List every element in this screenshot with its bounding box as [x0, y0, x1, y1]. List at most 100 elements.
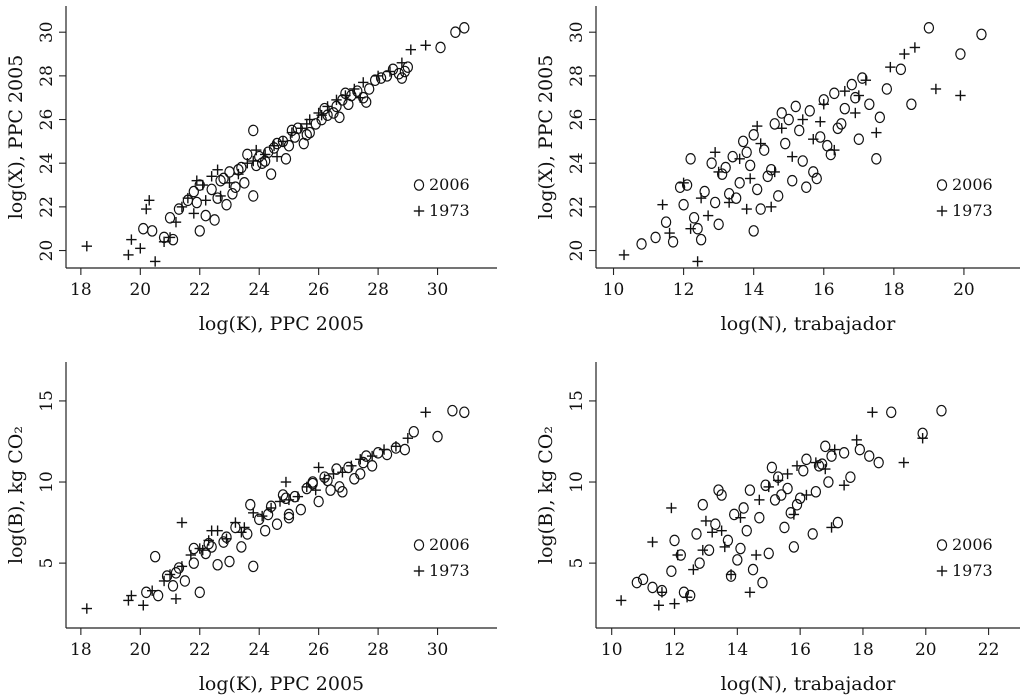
- data-point-1973: [815, 116, 826, 127]
- data-point-2006: [685, 589, 696, 602]
- data-point-2006: [277, 489, 289, 501]
- data-point-2006: [734, 177, 745, 189]
- data-point-1973: [268, 140, 280, 151]
- data-point-1973: [695, 192, 707, 204]
- data-point-2006: [334, 481, 345, 493]
- data-point-2006: [709, 196, 721, 209]
- data-point-1973: [867, 407, 878, 418]
- data-point-1973: [197, 179, 208, 191]
- data-point-2006: [283, 511, 295, 524]
- data-point-2006: [728, 508, 740, 521]
- data-point-2006: [301, 129, 312, 141]
- data-point-2006: [459, 22, 470, 34]
- data-point-2006: [769, 118, 780, 130]
- data-point-2006: [766, 163, 777, 176]
- data-point-2006: [787, 174, 798, 187]
- legend-label-2006: 2006: [429, 535, 470, 554]
- data-point-1973: [818, 99, 829, 110]
- data-point-1973: [769, 166, 780, 178]
- x-tick-label: 10: [601, 640, 623, 660]
- x-axis-title: log(K), PPC 2005: [199, 313, 364, 335]
- y-tick-label: 28: [37, 65, 57, 87]
- legend-marker-1973: [413, 565, 425, 577]
- data-point-2006: [810, 485, 822, 498]
- data-point-2006: [149, 550, 161, 563]
- data-point-2006: [813, 460, 825, 472]
- data-point-2006: [194, 586, 205, 599]
- data-point-2006: [152, 589, 164, 602]
- data-point-2006: [647, 581, 658, 594]
- data-point-1973: [206, 171, 217, 182]
- data-point-1973: [372, 70, 384, 82]
- data-point-2006: [748, 129, 759, 141]
- y-axis-title: log(B), kg CO₂: [5, 426, 27, 564]
- data-point-2006: [744, 159, 756, 172]
- data-point-2006: [874, 111, 886, 124]
- data-point-2006: [766, 461, 778, 474]
- data-point-2006: [245, 498, 256, 511]
- data-point-2006: [224, 555, 235, 568]
- data-point-1973: [666, 502, 677, 514]
- data-point-1973: [850, 107, 861, 119]
- data-point-2006: [691, 528, 702, 540]
- data-point-1973: [871, 127, 882, 138]
- data-point-1973: [917, 433, 928, 444]
- data-point-1973: [81, 240, 93, 252]
- legend-marker-1973: [936, 565, 948, 577]
- data-point-1973: [340, 90, 351, 101]
- data-point-2006: [265, 168, 277, 180]
- data-point-1973: [81, 603, 93, 614]
- data-point-1973: [700, 515, 712, 527]
- data-point-1973: [396, 57, 408, 68]
- data-point-1973: [755, 138, 766, 149]
- y-tick-label: 10: [37, 471, 57, 493]
- data-point-2006: [871, 153, 882, 165]
- data-point-2006: [215, 174, 226, 187]
- y-tick-label: 15: [567, 390, 587, 412]
- data-point-1973: [265, 502, 277, 514]
- y-axis-title: log(X), PPC 2005: [535, 55, 557, 220]
- data-point-1973: [138, 600, 149, 611]
- data-point-2006: [206, 541, 217, 553]
- data-point-2006: [864, 450, 875, 462]
- x-tick-label: 28: [367, 640, 389, 660]
- data-point-2006: [236, 161, 247, 174]
- x-tick-label: 18: [883, 280, 905, 300]
- data-point-2006: [776, 489, 787, 501]
- data-point-1973: [170, 593, 182, 605]
- data-point-2006: [836, 118, 847, 130]
- legend-label-2006: 2006: [429, 175, 470, 194]
- data-point-2006: [355, 468, 366, 480]
- x-tick-label: 12: [664, 640, 686, 660]
- data-point-1973: [678, 177, 689, 189]
- data-point-2006: [212, 558, 223, 571]
- data-point-2006: [886, 406, 897, 419]
- data-point-1973: [734, 153, 745, 165]
- y-tick-label: 5: [567, 558, 587, 569]
- data-point-1973: [615, 595, 627, 606]
- data-point-1973: [829, 444, 840, 455]
- data-point-2006: [737, 135, 749, 148]
- data-point-2006: [138, 222, 149, 235]
- data-point-2006: [820, 440, 831, 453]
- data-point-1973: [176, 517, 188, 528]
- data-point-2006: [352, 85, 363, 97]
- data-point-2006: [722, 534, 734, 547]
- data-point-2006: [850, 91, 861, 104]
- data-point-1973: [176, 201, 188, 213]
- data-point-1973: [206, 525, 217, 536]
- data-point-2006: [295, 503, 307, 516]
- data-point-2006: [706, 157, 717, 169]
- data-point-2006: [167, 233, 179, 246]
- data-point-2006: [763, 547, 774, 560]
- data-point-2006: [854, 443, 866, 456]
- data-point-1973: [885, 61, 896, 73]
- data-point-1973: [776, 123, 787, 134]
- x-tick-label: 20: [129, 640, 151, 660]
- data-point-1973: [725, 569, 737, 580]
- data-point-2006: [895, 63, 907, 76]
- data-point-2006: [853, 133, 865, 145]
- data-point-1973: [230, 517, 241, 528]
- data-point-2006: [256, 157, 268, 169]
- data-point-2006: [334, 111, 345, 124]
